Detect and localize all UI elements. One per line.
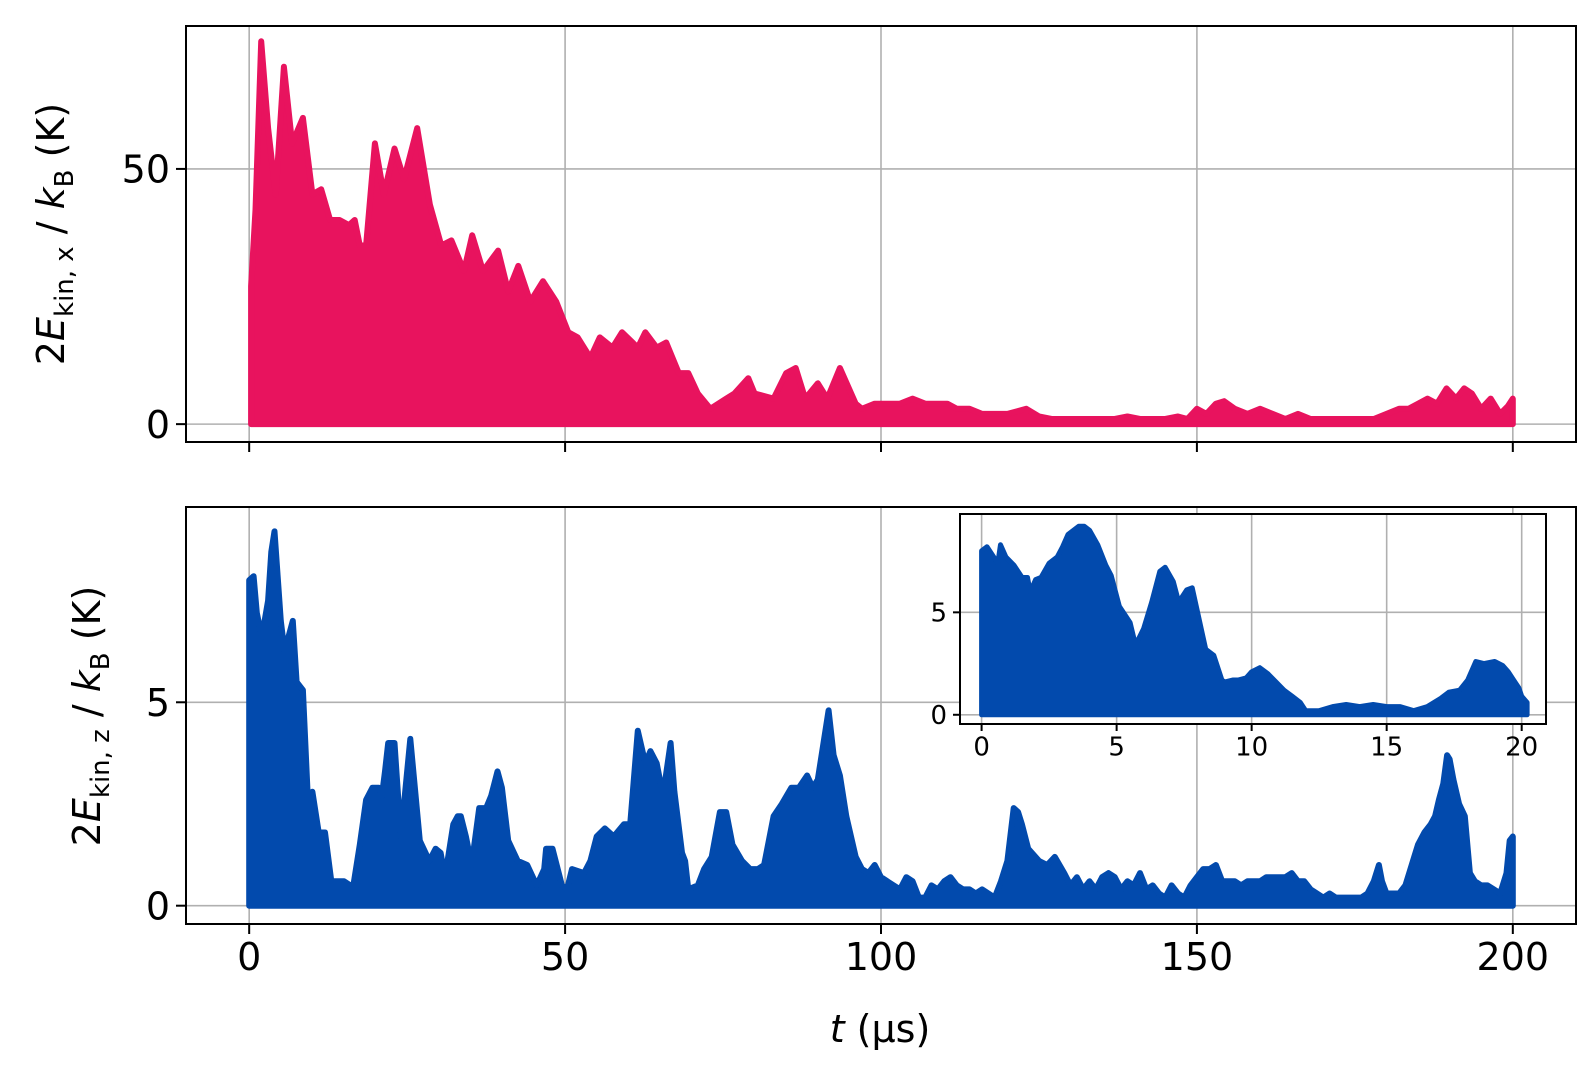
xlabel-unit: (μs) [845,1007,931,1051]
top-ytick-label-0: 0 [146,403,170,447]
top-ylabel-sub: kin, x [50,246,80,317]
top-ylabel-sub2: B [50,169,80,187]
top-y-axis-label: 2Ekin, x / kB (K) [29,103,80,365]
bottom-ytick-label-1: 5 [146,681,170,725]
bottom-area-series [246,528,1516,909]
bottom-y-axis-label: 2Ekin, z / kB (K) [65,586,116,847]
bottom-ylabel-prefix: 2 [65,822,109,846]
bottom-ytick-label-0: 0 [146,884,170,928]
bottom-ylabel-sub: kin, z [86,729,116,798]
bottom-ylabel-mid: / [65,692,109,729]
top-area-series [248,38,1516,428]
inset-ytick-label-0: 0 [930,701,947,731]
top-panel: 0 50 2Ekin, x / kB (K) [29,25,1577,452]
bottom-ylabel-unit: (K) [65,586,109,653]
xlabel-var: t [830,1007,847,1051]
inset-panel: 0 5 10 15 20 0 5 [930,513,1547,763]
bottom-x-axis-label: t (μs) [830,1007,931,1051]
top-ylabel-var: E [29,317,73,341]
bottom-xtick-label-0: 0 [237,935,261,979]
bottom-xtick-label-4: 200 [1477,935,1550,979]
top-ylabel-mid: / [29,209,73,246]
top-ylabel-unit: (K) [29,103,73,170]
bottom-xtick-label-3: 150 [1161,935,1234,979]
inset-area-series [979,523,1530,718]
inset-ytick-label-1: 5 [930,599,947,629]
bottom-xtick-label-1: 50 [541,935,589,979]
inset-xtick-label-2: 10 [1235,733,1268,763]
top-ylabel-prefix: 2 [29,341,73,365]
inset-xtick-label-4: 20 [1505,733,1538,763]
bottom-ylabel-sub2: B [86,652,116,670]
bottom-ylabel-var2: k [65,668,109,692]
bottom-xtick-label-2: 100 [845,935,918,979]
top-ylabel-var2: k [29,185,73,209]
inset-xtick-label-0: 0 [973,733,990,763]
inset-ticks: 0 5 10 15 20 0 5 [930,599,1538,763]
bottom-ylabel-var: E [65,798,109,822]
top-ticks: 0 50 [122,148,1514,452]
inset-axes-frame [959,513,1547,725]
inset-xtick-label-1: 5 [1108,733,1125,763]
inset-xtick-label-3: 15 [1370,733,1403,763]
top-ytick-label-1: 50 [122,148,170,192]
